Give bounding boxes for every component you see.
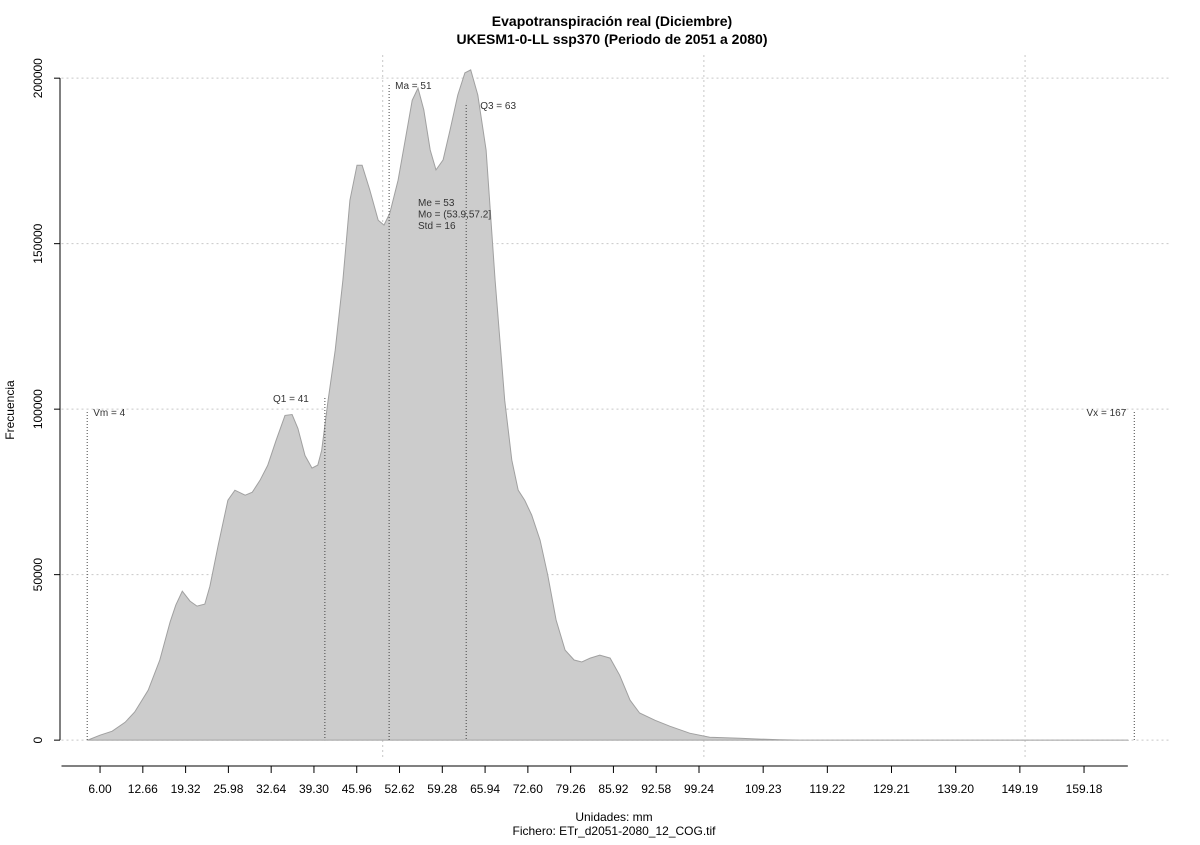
x-tick-label: 6.00 bbox=[88, 782, 112, 796]
chart-subtitle: UKESM1-0-LL ssp370 (Periodo de 2051 a 20… bbox=[457, 31, 768, 47]
chart-title: Evapotranspiración real (Diciembre) bbox=[492, 13, 732, 29]
x-tick-label: 119.22 bbox=[809, 782, 845, 796]
y-axis-label: Frecuencia bbox=[3, 380, 17, 440]
x-tick-label: 65.94 bbox=[470, 782, 500, 796]
annotation-label: Ma = 51 bbox=[395, 81, 432, 92]
annotation-label: Q1 = 41 bbox=[273, 394, 309, 405]
annotation-label: Vx = 167 bbox=[1087, 408, 1127, 419]
x-tick-label: 72.60 bbox=[513, 782, 543, 796]
x-tick-label: 39.30 bbox=[299, 782, 329, 796]
area bbox=[86, 69, 1130, 741]
x-axis-label: Unidades: mm bbox=[575, 810, 652, 824]
x-tick-label: 52.62 bbox=[385, 782, 415, 796]
x-tick-label: 25.98 bbox=[213, 782, 243, 796]
stat-label: Me = 53 bbox=[418, 198, 455, 209]
x-tick-label: 159.18 bbox=[1066, 782, 1103, 796]
y-tick-label: 200000 bbox=[31, 58, 45, 98]
x-tick-label: 12.66 bbox=[128, 782, 158, 796]
x-tick-label: 59.28 bbox=[427, 782, 457, 796]
y-tick-label: 0 bbox=[31, 736, 45, 743]
x-tick-label: 99.24 bbox=[684, 782, 714, 796]
x-tick-label: 109.23 bbox=[745, 782, 782, 796]
caption: Fichero: ETr_d2051-2080_12_COG.tif bbox=[513, 824, 717, 838]
y-tick-label: 50000 bbox=[31, 558, 45, 592]
x-tick-label: 79.26 bbox=[556, 782, 586, 796]
x-tick-label: 149.19 bbox=[1002, 782, 1039, 796]
y-tick-label: 100000 bbox=[31, 389, 45, 429]
stat-label: Std = 16 bbox=[418, 221, 456, 232]
x-tick-label: 19.32 bbox=[171, 782, 201, 796]
x-tick-label: 32.64 bbox=[256, 782, 286, 796]
x-tick-label: 92.58 bbox=[641, 782, 671, 796]
y-tick-label: 150000 bbox=[31, 223, 45, 263]
x-tick-label: 139.20 bbox=[937, 782, 974, 796]
annotation-label: Vm = 4 bbox=[93, 408, 125, 419]
x-tick-label: 45.96 bbox=[342, 782, 372, 796]
annotation-label: Q3 = 63 bbox=[480, 101, 516, 112]
x-tick-label: 85.92 bbox=[598, 782, 628, 796]
stat-label: Mo = (53.9,57.2] bbox=[418, 210, 491, 221]
x-tick-label: 129.21 bbox=[873, 782, 910, 796]
